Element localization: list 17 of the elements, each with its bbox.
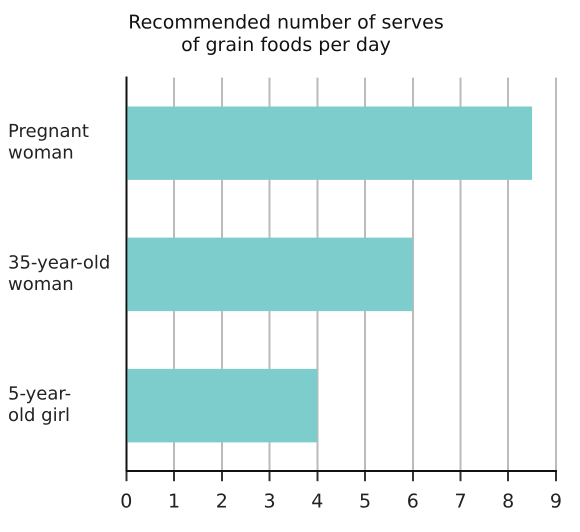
x-tick-label: 2 [216,490,228,513]
x-tick-label: 0 [120,490,132,513]
x-tick-label: 7 [454,490,467,513]
chart-title: Recommended number of serves of grain foods per day [128,11,444,56]
y-tick-label: Pregnant woman [8,121,89,164]
x-tick-label: 9 [550,490,562,513]
x-tick-label: 1 [168,490,180,513]
x-tick-label: 6 [406,490,419,513]
x-tick-label: 3 [264,490,276,513]
bar [127,238,413,312]
x-tick-label: 4 [311,490,324,513]
y-tick-label: 5-year- old girl [8,383,72,426]
y-tick-label: 35-year-old woman [8,252,110,295]
x-tick-label: 8 [502,490,514,513]
bar [127,106,532,180]
x-tick-label: 5 [358,490,372,513]
bar [127,368,318,442]
